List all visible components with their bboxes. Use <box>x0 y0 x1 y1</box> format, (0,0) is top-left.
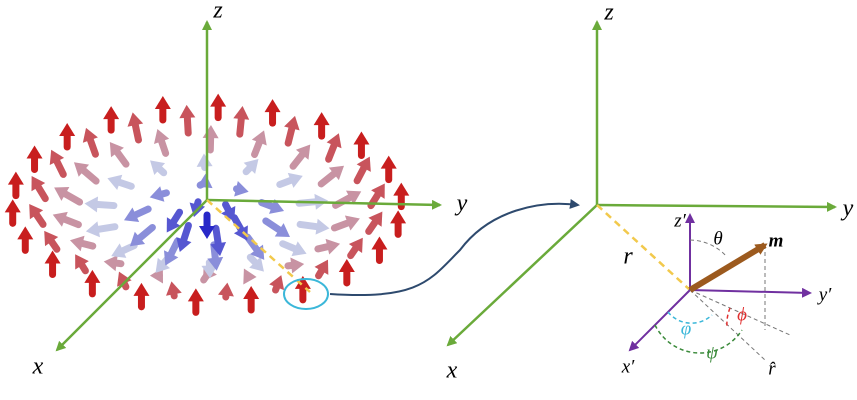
z-label: z <box>603 0 614 26</box>
spin-arrow <box>295 276 311 289</box>
y-prime-label: y′ <box>817 284 832 305</box>
y-label: y <box>455 191 468 217</box>
spin-arrow <box>393 183 409 196</box>
spin-arrow <box>233 106 249 120</box>
m-label: m <box>769 230 784 251</box>
spin-arrow <box>104 255 118 271</box>
spin-arrow <box>218 283 234 297</box>
x-label: x <box>32 354 44 380</box>
psi-label: ψ <box>706 342 719 363</box>
spin-arrow <box>86 221 100 237</box>
connector <box>330 204 578 295</box>
spin-arrow <box>316 219 330 235</box>
spin-arrow <box>314 112 330 125</box>
spin-arrow <box>243 286 259 299</box>
spin-arrow <box>85 196 99 212</box>
spin-arrow <box>197 153 213 166</box>
spin-arrow <box>70 236 85 252</box>
spin-arrow <box>188 288 204 301</box>
spin-arrow <box>243 268 256 284</box>
theta-label: θ <box>713 228 722 249</box>
spin-arrow <box>390 210 406 223</box>
spin-arrow <box>199 226 215 239</box>
figure: z y x z y x r z′ y′ x′ θ m φ ϕ ψ r̂ <box>0 0 857 400</box>
spin-arrow <box>339 259 355 272</box>
spin-arrow <box>166 281 182 295</box>
spin-arrow <box>197 174 212 188</box>
spin-arrow <box>128 112 144 126</box>
spin-arrow <box>284 116 300 131</box>
r-label: r <box>623 244 633 270</box>
x-prime-label: x′ <box>621 356 635 377</box>
m-arrow <box>690 245 765 290</box>
spin-arrow <box>371 237 387 250</box>
phi-red-arc <box>727 308 730 327</box>
spin-arrow <box>103 106 119 119</box>
spin-arrow <box>8 172 24 185</box>
x-label: x <box>446 358 458 384</box>
z-prime-label: z′ <box>673 210 686 231</box>
spin-arrow <box>17 226 33 239</box>
r-hat-label: r̂ <box>768 358 776 379</box>
spin-arrow <box>179 105 195 118</box>
spin-arrow <box>133 283 149 296</box>
spin-arrow <box>381 156 397 169</box>
spin-arrow <box>150 186 165 201</box>
psi-arc <box>655 325 742 353</box>
spin-arrow <box>290 258 304 274</box>
spin-arrow <box>203 125 219 138</box>
spin-arrow <box>59 123 75 136</box>
spin-arrow <box>155 96 171 109</box>
z-label: z <box>212 0 223 24</box>
y-label: y <box>841 196 854 222</box>
spin-arrow <box>265 99 281 112</box>
spin-arrow <box>234 181 248 197</box>
spin-arrow <box>353 131 369 144</box>
spin-arrow <box>326 239 340 255</box>
right-axes <box>448 22 835 345</box>
spin-arrow <box>210 94 226 107</box>
phi-red-label: ϕ <box>737 304 747 325</box>
spin-arrow <box>27 145 43 158</box>
spin-arrow <box>5 199 21 212</box>
phi-label: φ <box>681 318 692 339</box>
